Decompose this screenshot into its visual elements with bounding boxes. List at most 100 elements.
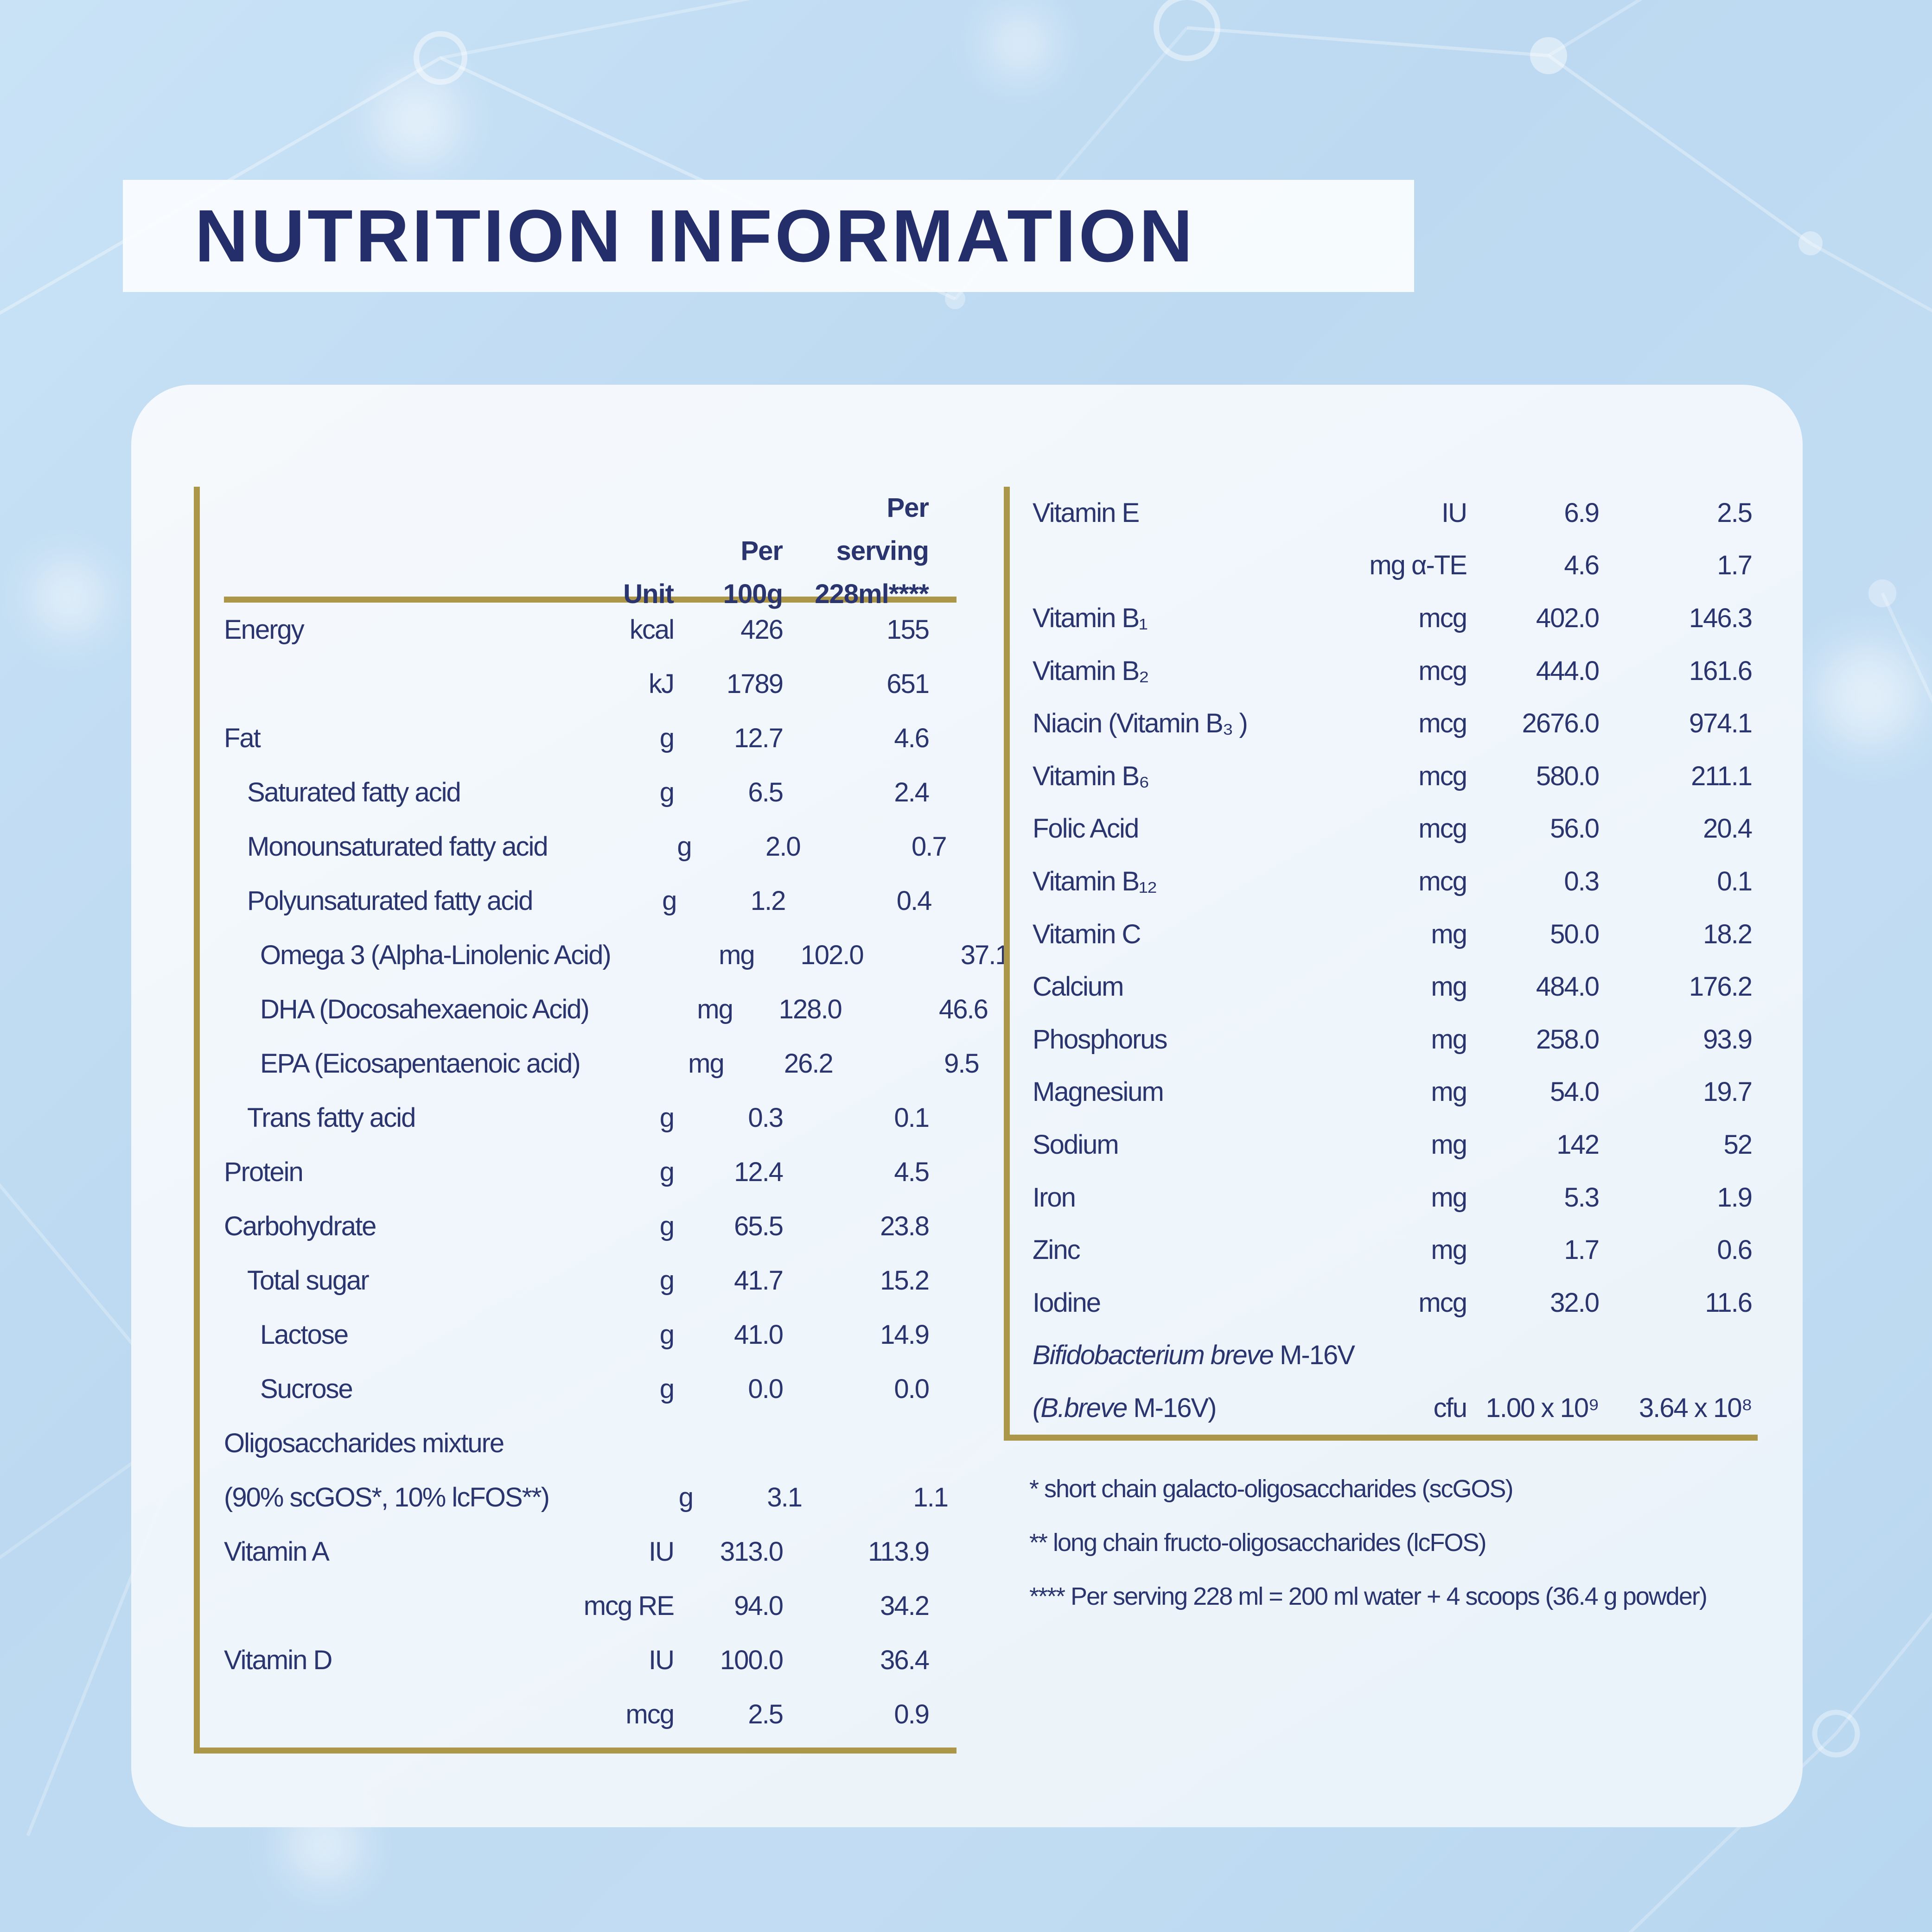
header-per-serving-line3: 228ml****	[815, 578, 929, 609]
header-per-100g: Per 100g	[674, 530, 783, 623]
nutrient-label: Vitamin C	[1033, 919, 1141, 949]
per-serving-cell: 113.9	[868, 1536, 930, 1567]
table-row: Total sugar g 41.7 15.2	[224, 1253, 956, 1308]
nutrient-label: Polyunsaturated fatty acid	[247, 885, 533, 916]
nutrient-label: Vitamin B₂	[1033, 655, 1149, 686]
table-row: Vitamin E IU 6.9 2.5	[1033, 487, 1758, 540]
unit-cell: mcg	[1418, 708, 1467, 739]
per-serving-cell: 0.6	[1717, 1235, 1753, 1265]
unit-cell: mg	[1431, 1129, 1467, 1160]
per-serving-cell: 0.4	[896, 885, 932, 916]
table-right-inner: Vitamin E IU 6.9 2.5 mg α-TE 4.6 1.7 Vitamin B₁…	[1010, 487, 1758, 1435]
unit-cell: cfu	[1433, 1392, 1467, 1423]
per-100g-cell: 94.0	[734, 1590, 784, 1621]
nutrient-label: Vitamin D	[224, 1645, 332, 1675]
nutrient-label: Vitamin B₁₂	[1033, 866, 1157, 896]
table-header: Unit Per 100g Per serving 228ml****	[224, 487, 956, 609]
nutrient-label: (90% scGOS*, 10% lcFOS**)	[224, 1482, 550, 1513]
nutrition-card	[131, 385, 1803, 1827]
nutrient-label: EPA (Eicosapentaenoic acid)	[260, 1048, 581, 1079]
per-100g-cell: 6.5	[748, 777, 784, 807]
per-serving-cell: 651	[886, 668, 930, 699]
unit-cell: g	[662, 885, 677, 916]
table-row: Zinc mg 1.7 0.6	[1033, 1224, 1758, 1277]
table-row: Folic Acid mcg 56.0 20.4	[1033, 803, 1758, 856]
per-100g-cell: 65.5	[734, 1211, 784, 1241]
table-row: DHA (Docosahexaenoic Acid) mg 128.0 46.6	[224, 982, 988, 1036]
per-100g-cell: 258.0	[1536, 1024, 1600, 1055]
per-serving-cell: 19.7	[1703, 1077, 1753, 1107]
unit-cell: kcal	[629, 614, 675, 645]
table-row: mcg RE 94.0 34.2	[224, 1579, 956, 1633]
nutrient-label: (B.breve M-16V)	[1033, 1392, 1217, 1423]
unit-cell: mcg RE	[583, 1590, 675, 1621]
per-serving-cell: 52	[1723, 1129, 1753, 1160]
nutrition-table-left: Unit Per 100g Per serving 228ml**** Ener…	[194, 487, 1010, 1754]
per-serving-cell: 0.7	[912, 831, 947, 862]
table-row: Vitamin D IU 100.0 36.4	[224, 1633, 956, 1687]
unit-cell: g	[677, 831, 692, 862]
per-serving-cell: 211.1	[1691, 761, 1753, 791]
per-100g-cell: 102.0	[800, 940, 864, 970]
per-100g-cell: 402.0	[1536, 603, 1600, 633]
nutrient-label: Oligosaccharides mixture	[224, 1428, 504, 1458]
header-per-serving-line2: serving	[836, 535, 929, 566]
nutrient-label: Iron	[1033, 1182, 1076, 1213]
per-serving-cell: 14.9	[880, 1319, 930, 1350]
nutrient-label: Energy	[224, 614, 305, 645]
unit-cell: g	[659, 1265, 675, 1296]
per-100g-cell: 1.00 x 10⁹	[1486, 1392, 1600, 1423]
per-serving-cell: 155	[886, 614, 930, 645]
table-row: kJ 1789 651	[224, 657, 956, 711]
unit-cell: mg α-TE	[1369, 550, 1467, 581]
unit-cell: mcg	[1418, 603, 1467, 633]
per-serving-cell: 37.1	[960, 940, 1010, 970]
per-100g-cell: 0.0	[748, 1373, 784, 1404]
per-serving-cell: 15.2	[880, 1265, 930, 1296]
per-serving-cell: 4.5	[894, 1157, 930, 1187]
nutrient-label: Niacin (Vitamin B₃ )	[1033, 708, 1248, 739]
table-row: Protein g 12.4 4.5	[224, 1145, 956, 1199]
per-100g-cell: 313.0	[720, 1536, 784, 1567]
nutrient-label: Calcium	[1033, 972, 1124, 1002]
per-serving-cell: 0.1	[894, 1102, 930, 1133]
nutrition-table-right: Vitamin E IU 6.9 2.5 mg α-TE 4.6 1.7 Vitamin B₁…	[1004, 487, 1758, 1441]
per-100g-cell: 2.0	[765, 831, 801, 862]
per-100g-cell: 2676.0	[1522, 708, 1600, 739]
per-100g-cell: 12.7	[734, 723, 784, 753]
header-per-serving: Per serving 228ml****	[783, 487, 929, 622]
nutrient-label: Sucrose	[260, 1373, 353, 1404]
per-100g-cell: 6.9	[1564, 497, 1600, 528]
table-row: Vitamin B₁₂ mcg 0.3 0.1	[1033, 855, 1758, 908]
table-row: (90% scGOS*, 10% lcFOS**) g 3.1 1.1	[224, 1470, 956, 1525]
nutrient-label: Vitamin B₁	[1033, 603, 1148, 633]
nutrient-label: Vitamin B₆	[1033, 761, 1150, 791]
footnote-lcfos: ** long chain fructo-oligosaccharides (l…	[1029, 1529, 1486, 1557]
page-title: NUTRITION INFORMATION	[195, 194, 1196, 277]
per-100g-cell: 580.0	[1536, 761, 1600, 791]
unit-cell: g	[659, 1319, 675, 1350]
unit-cell: g	[659, 723, 675, 753]
table-row: Vitamin B₁ mcg 402.0 146.3	[1033, 592, 1758, 645]
nutrient-label: Iodine	[1033, 1287, 1101, 1318]
per-serving-cell: 1.7	[1717, 550, 1753, 581]
table-row: Niacin (Vitamin B₃ ) mcg 2676.0 974.1	[1033, 697, 1758, 750]
table-row: Sodium mg 142 52	[1033, 1119, 1758, 1171]
unit-cell: g	[659, 777, 675, 807]
header-per-100g-line2: 100g	[723, 578, 783, 609]
unit-cell: mg	[1431, 919, 1467, 949]
per-100g-cell: 2.5	[748, 1699, 784, 1729]
unit-cell: mg	[719, 940, 755, 970]
nutrient-label: Carbohydrate	[224, 1211, 376, 1241]
unit-cell: mg	[688, 1048, 725, 1079]
table-row: Vitamin B₆ mcg 580.0 211.1	[1033, 750, 1758, 803]
per-serving-cell: 974.1	[1689, 708, 1753, 739]
per-100g-cell: 444.0	[1536, 655, 1600, 686]
unit-cell: mcg	[1418, 761, 1467, 791]
per-100g-cell: 32.0	[1550, 1287, 1600, 1318]
per-serving-cell: 1.9	[1717, 1182, 1753, 1213]
table-row: Oligosaccharides mixture	[224, 1416, 956, 1470]
per-serving-cell: 18.2	[1703, 919, 1753, 949]
unit-cell: mg	[697, 994, 733, 1024]
nutrient-label: Protein	[224, 1157, 304, 1187]
